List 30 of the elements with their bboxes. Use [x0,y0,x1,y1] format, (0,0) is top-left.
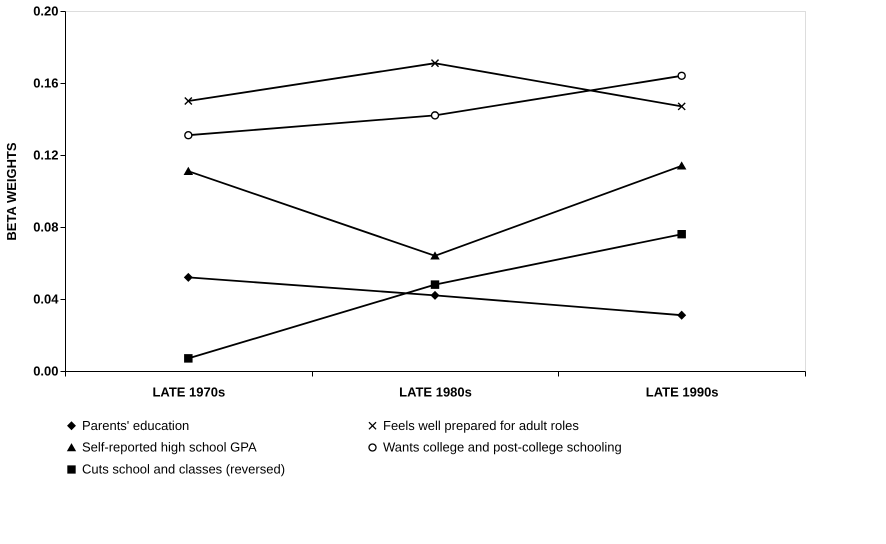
legend-label: Self-reported high school GPA [82,440,257,454]
y-tick-label: 0.20 [33,4,58,18]
point [677,72,686,80]
x-tick-label: LATE 1980s [399,384,472,400]
point [677,310,686,320]
point [430,111,440,120]
legend-label: Feels well prepared for adult roles [383,418,580,433]
point [184,130,193,140]
legend-label: Wants college and post-college schooling [383,440,622,454]
x-tick-label: LATE 1970s [152,384,226,400]
legend-label: Cuts school and classes (reversed) [82,462,286,476]
y-tick-label: 0.00 [33,364,58,378]
point [184,96,193,106]
point [677,102,686,111]
point [430,280,440,289]
point [430,58,440,68]
point [677,230,686,238]
point [184,273,193,282]
y-tick-label: 0.16 [33,76,58,90]
legend-label: Parents' education [82,418,190,433]
point [184,167,193,175]
y-tick-label: 0.04 [33,292,60,306]
point [430,252,440,260]
point [677,162,686,170]
x-tick-label: LATE 1990s [646,384,719,400]
point [184,354,193,363]
y-axis-title: BETA WEIGHTS [4,142,20,241]
y-tick-label: 0.12 [33,148,58,162]
y-tick-label: 0.08 [33,220,58,234]
point [430,291,440,300]
